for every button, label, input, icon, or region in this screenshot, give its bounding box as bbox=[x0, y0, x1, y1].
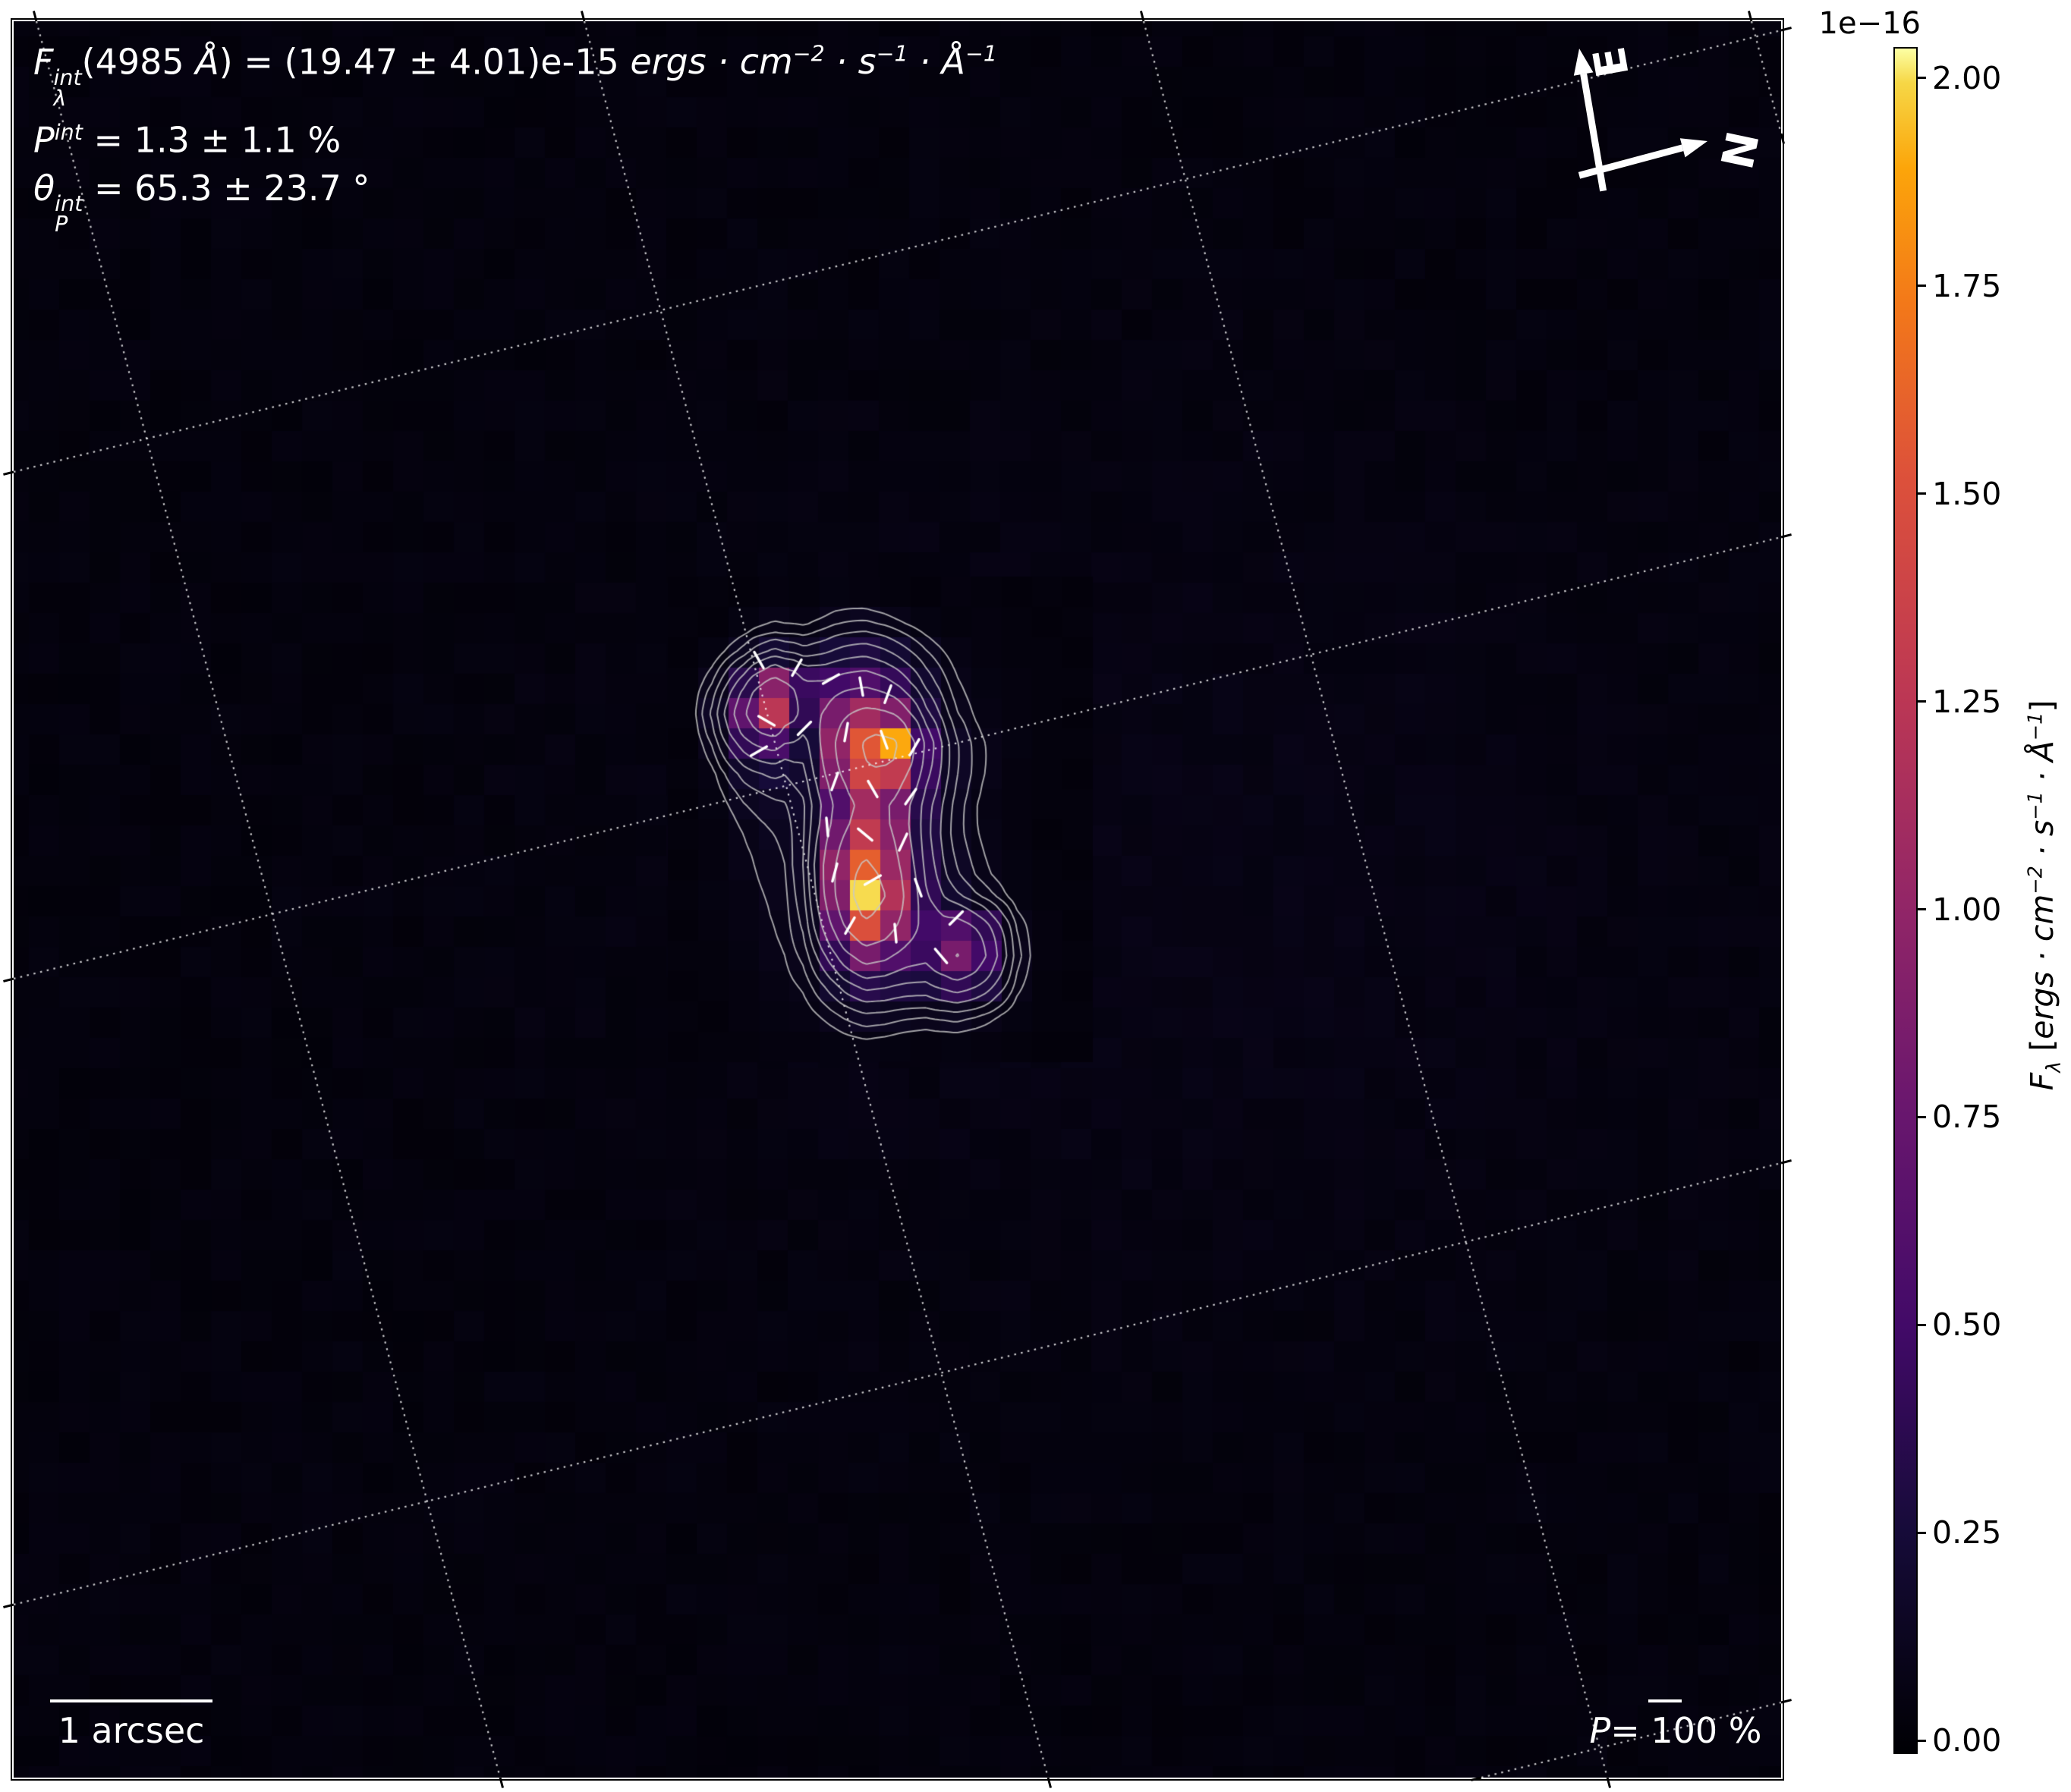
colorbar-tick-label: 0.25 bbox=[1932, 1514, 2002, 1551]
angle-annotation: θ int P = 65.3 ± 23.7 ° bbox=[33, 168, 370, 237]
colorbar-axis-label: Fλ [ergs · cm−2 · s−1 · Å−1] bbox=[2023, 700, 2064, 1091]
colorbar-tick-label: 1.50 bbox=[1932, 475, 2002, 512]
colorbar-tick-label: 0.75 bbox=[1932, 1099, 2002, 1136]
colorbar-tick-label: 0.50 bbox=[1932, 1306, 2002, 1344]
polarization-scale-bar bbox=[1648, 1699, 1682, 1702]
colorbar-tick bbox=[1918, 908, 1926, 910]
north-label: N bbox=[1711, 127, 1770, 174]
compass: E N bbox=[1573, 43, 1770, 192]
colorbar-tick bbox=[1918, 1115, 1926, 1118]
colorbar-tick bbox=[1918, 1323, 1926, 1326]
scalebar-label: 1 arcsec bbox=[58, 1710, 205, 1751]
east-label: E bbox=[1583, 43, 1639, 82]
colorbar-tick-label: 0.00 bbox=[1932, 1722, 2002, 1759]
colorbar-tick bbox=[1918, 1739, 1926, 1742]
colorbar-tick-label: 1.25 bbox=[1932, 683, 2002, 720]
colorbar-tick-label: 1.00 bbox=[1932, 891, 2002, 928]
colorbar-gradient bbox=[1893, 47, 1918, 1754]
north-arrow bbox=[1578, 138, 1707, 179]
scalebar-line bbox=[50, 1699, 212, 1702]
polarization-scale-label: P= 100 % bbox=[1589, 1710, 1762, 1751]
colorbar-tick-label: 2.00 bbox=[1932, 59, 2002, 96]
colorbar-tick bbox=[1918, 77, 1926, 80]
colorbar-tick bbox=[1918, 1531, 1926, 1534]
polarization-annotation: Pint = 1.3 ± 1.1 % bbox=[33, 119, 341, 161]
flux-heatmap-canvas bbox=[14, 21, 1781, 1778]
colorbar-tick bbox=[1918, 285, 1926, 288]
colorbar-tick bbox=[1918, 700, 1926, 703]
colorbar-tick bbox=[1918, 492, 1926, 495]
colorbar-tick-label: 1.75 bbox=[1932, 267, 2002, 304]
colorbar-offset-label: 1e−16 bbox=[1818, 6, 1921, 41]
